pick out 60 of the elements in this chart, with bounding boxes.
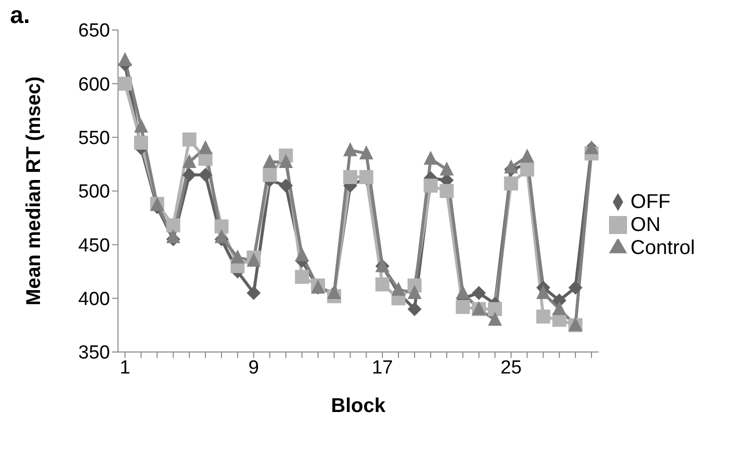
x-tick-label: 25: [500, 357, 522, 378]
y-tick-label: 500: [78, 182, 110, 203]
point: [520, 148, 534, 163]
x-axis-title: Block: [331, 395, 386, 417]
y-tick-label: 400: [78, 289, 110, 310]
point: [408, 302, 422, 316]
point: [536, 310, 550, 324]
point: [294, 270, 309, 284]
point: [166, 218, 180, 232]
y-tick-label: 650: [78, 20, 110, 42]
point: [440, 184, 454, 198]
point: [182, 168, 196, 182]
point: [375, 277, 390, 292]
point: [166, 229, 180, 244]
point: [198, 168, 212, 182]
chart-title: a.: [10, 2, 30, 30]
point: [134, 118, 148, 133]
point: [294, 247, 309, 262]
point: [214, 219, 229, 234]
y-tick-label: 600: [78, 74, 110, 96]
point: [488, 302, 502, 316]
point: [424, 178, 438, 193]
legend-label: OFF: [630, 190, 671, 212]
point: [424, 150, 438, 165]
point: [278, 178, 293, 193]
point: [359, 145, 374, 160]
y-tick-label: 450: [78, 235, 110, 256]
y-axis-title: Mean median RT (msec): [23, 76, 46, 306]
point: [568, 280, 582, 295]
point: [440, 162, 454, 176]
point: [246, 286, 261, 300]
x-tick-label: 1: [120, 357, 130, 378]
point: [262, 168, 277, 182]
legend-label: Control: [630, 236, 695, 258]
y-tick-label: 550: [78, 128, 110, 150]
point: [504, 159, 518, 174]
point: [214, 229, 229, 244]
point: [488, 312, 502, 326]
point: [391, 282, 406, 296]
legend-label: ON: [630, 214, 661, 236]
y-tick-label: 350: [78, 342, 110, 364]
point: [343, 170, 358, 184]
point: [408, 284, 422, 299]
x-tick-label: 9: [248, 357, 259, 378]
point: [278, 154, 293, 168]
point: [182, 132, 196, 146]
point: [343, 142, 358, 156]
point: [134, 136, 148, 150]
point: [198, 140, 212, 154]
point: [230, 250, 245, 264]
point: [118, 76, 132, 91]
point: [552, 301, 566, 316]
point: [520, 162, 534, 177]
point: [262, 154, 277, 168]
point: [536, 284, 550, 299]
point: [182, 154, 196, 168]
x-tick-label: 17: [372, 357, 393, 378]
point: [118, 52, 132, 66]
point: [504, 176, 518, 190]
point: [472, 286, 486, 300]
